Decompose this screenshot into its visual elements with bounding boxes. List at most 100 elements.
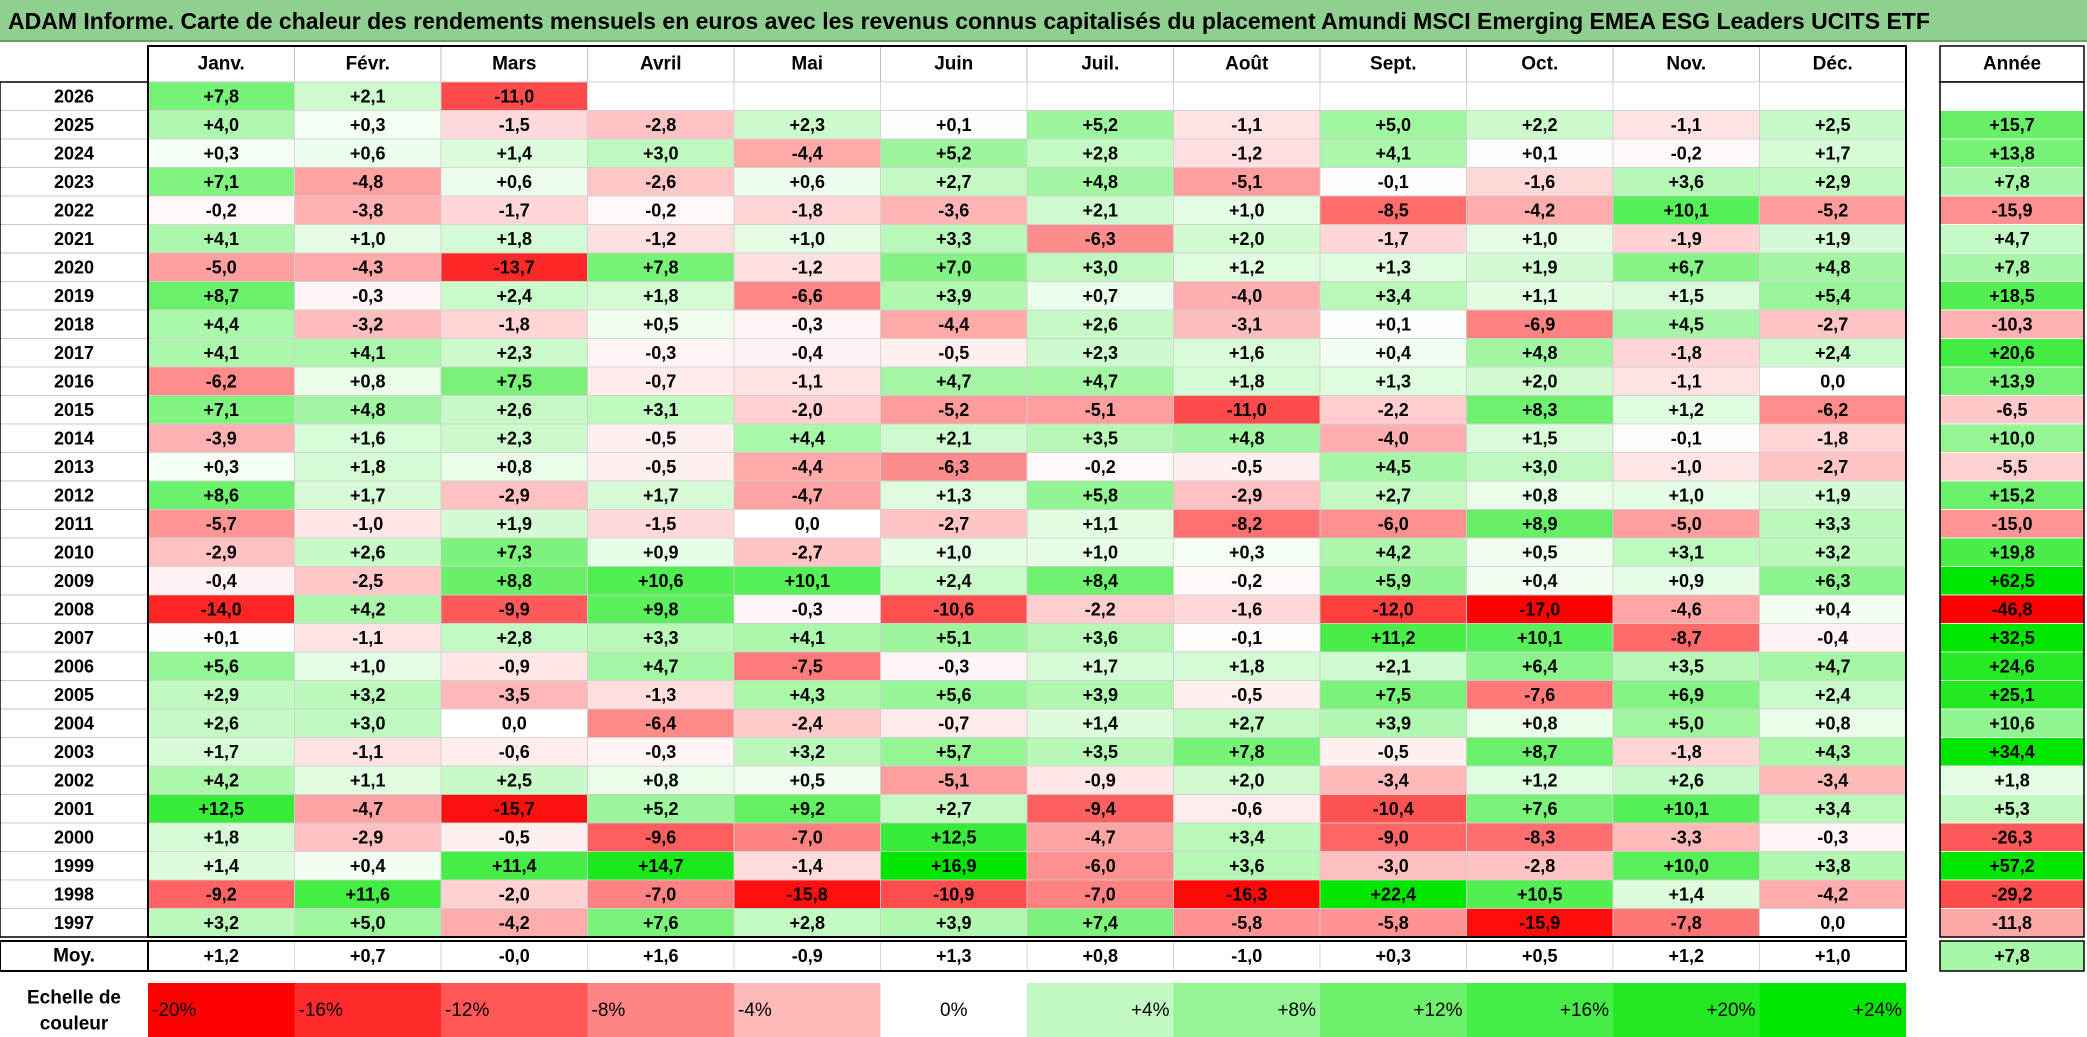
heatmap-cell (1466, 879, 1614, 909)
heatmap-cell (1466, 81, 1614, 111)
heatmap-cell-value: +8,7 (203, 286, 239, 306)
month-header-cell (1466, 45, 1614, 83)
heatmap-cell (440, 794, 588, 824)
year-label: 2011 (54, 514, 93, 534)
heatmap-cell-value: -4,4 (792, 457, 823, 477)
heatmap-cell (733, 737, 881, 767)
average-cell (1466, 940, 1614, 972)
heatmap-cell-value: +2,1 (1375, 656, 1411, 676)
heatmap-cell (147, 879, 295, 909)
heatmap-cell-value: -2,9 (1231, 485, 1262, 505)
heatmap-cell (1612, 851, 1760, 881)
scale-swatch (880, 983, 1027, 1037)
heatmap-cell-value: +0,8 (643, 770, 679, 790)
month-header-cell (440, 45, 588, 83)
heatmap-cell-value: +1,1 (1082, 514, 1118, 534)
heatmap-cell (1319, 594, 1467, 624)
heatmap-cell (440, 822, 588, 852)
heatmap-cell (1612, 794, 1760, 824)
heatmap-cell (1466, 765, 1614, 795)
month-header: Juil. (1081, 54, 1119, 75)
annual-cell (1939, 395, 2085, 425)
year-label: 2009 (54, 571, 94, 591)
heatmap-cell-value: +1,7 (643, 485, 679, 505)
heatmap-cell (1173, 167, 1321, 197)
average-cell-value: +1,3 (936, 946, 972, 966)
heatmap-cell (1466, 195, 1614, 225)
heatmap-cell-value: -6,4 (645, 713, 676, 733)
heatmap-cell-value: +0,3 (350, 115, 386, 135)
heatmap-cell-value: +1,2 (1229, 257, 1265, 277)
heatmap-cell-value: -3,0 (1378, 856, 1409, 876)
heatmap-cell-value: +1,4 (1082, 713, 1118, 733)
heatmap-cell-value: -0,6 (1231, 799, 1262, 819)
heatmap-cell (1173, 281, 1321, 311)
heatmap-cell (880, 252, 1028, 282)
year-label-cell (0, 594, 149, 624)
heatmap-cell-value: +2,1 (936, 428, 972, 448)
scale-swatch-label: +16% (1560, 1000, 1609, 1021)
heatmap-cell-value: +2,7 (936, 799, 972, 819)
average-cell-value: -1,0 (1231, 946, 1262, 966)
heatmap-cell-value: -1,6 (1231, 599, 1262, 619)
heatmap-cell-value: +8,8 (496, 571, 532, 591)
year-label-cell (0, 480, 149, 510)
heatmap-cell (1173, 680, 1321, 710)
heatmap-cell-value: +5,8 (1082, 485, 1118, 505)
heatmap-cell-value: +0,8 (1522, 713, 1558, 733)
scale-swatch-label: +20% (1706, 1000, 1755, 1021)
heatmap-cell-value: 0,0 (1820, 913, 1845, 933)
month-header: Août (1225, 54, 1269, 75)
heatmap-cell-value: -2,7 (1817, 457, 1848, 477)
heatmap-cell-value: +1,0 (1082, 542, 1118, 562)
year-label-cell (0, 395, 149, 425)
heatmap-cell (587, 309, 735, 339)
heatmap-cell-value: +2,8 (496, 628, 532, 648)
heatmap-cell (1759, 338, 1907, 368)
year-label-cell (0, 509, 149, 539)
year-header: Année (1983, 54, 2041, 75)
year-label: 2015 (54, 400, 94, 420)
annual-cell (1939, 224, 2085, 254)
heatmap-cell-value: -2,4 (792, 713, 823, 733)
heatmap-cell (294, 452, 442, 482)
heatmap-cell-value: +3,5 (1082, 742, 1118, 762)
heatmap-cell (1319, 680, 1467, 710)
heatmap-cell-value: -2,0 (499, 884, 530, 904)
heatmap-cell (1173, 224, 1321, 254)
heatmap-cell-value: -7,5 (792, 656, 823, 676)
heatmap-cell (587, 81, 735, 111)
heatmap-cell-value: -0,3 (352, 286, 383, 306)
heatmap-cell (1173, 537, 1321, 567)
heatmap-cell-value: +0,4 (1522, 571, 1558, 591)
month-header: Juin (934, 54, 973, 75)
annual-cell-value: +34,4 (1989, 742, 2035, 762)
heatmap-cell-value: -4,7 (792, 485, 823, 505)
heatmap-cell (733, 195, 881, 225)
heatmap-cell (294, 537, 442, 567)
heatmap-cell (1319, 224, 1467, 254)
heatmap-cell-value: +4,8 (1815, 257, 1851, 277)
month-header: Avril (640, 54, 682, 75)
heatmap-cell (1612, 623, 1760, 653)
heatmap-cell-value: -5,2 (1817, 200, 1848, 220)
annual-cell-value: +25,1 (1989, 685, 2035, 705)
heatmap-cell-value: +22,4 (1370, 884, 1416, 904)
heatmap-cell (440, 423, 588, 453)
heatmap-cell-value: +0,1 (203, 628, 239, 648)
heatmap-cell-value: +3,9 (1375, 713, 1411, 733)
year-label: 2022 (54, 200, 94, 220)
heatmap-cell (1759, 395, 1907, 425)
heatmap-cell-value: -2,0 (792, 400, 823, 420)
heatmap-cell-value: +2,0 (1229, 229, 1265, 249)
heatmap-cell-value: +4,5 (1375, 457, 1411, 477)
heatmap-cell (733, 423, 881, 453)
heatmap-cell (1612, 81, 1760, 111)
heatmap-cell (1026, 423, 1174, 453)
heatmap-cell (1612, 252, 1760, 282)
average-row-border (147, 940, 1907, 972)
heatmap-cell-value: +5,4 (1815, 286, 1851, 306)
heatmap-cell-value: +8,7 (1522, 742, 1558, 762)
annual-cell-value: -26,3 (1991, 827, 2032, 847)
heatmap-cell-value: -0,1 (1671, 428, 1702, 448)
